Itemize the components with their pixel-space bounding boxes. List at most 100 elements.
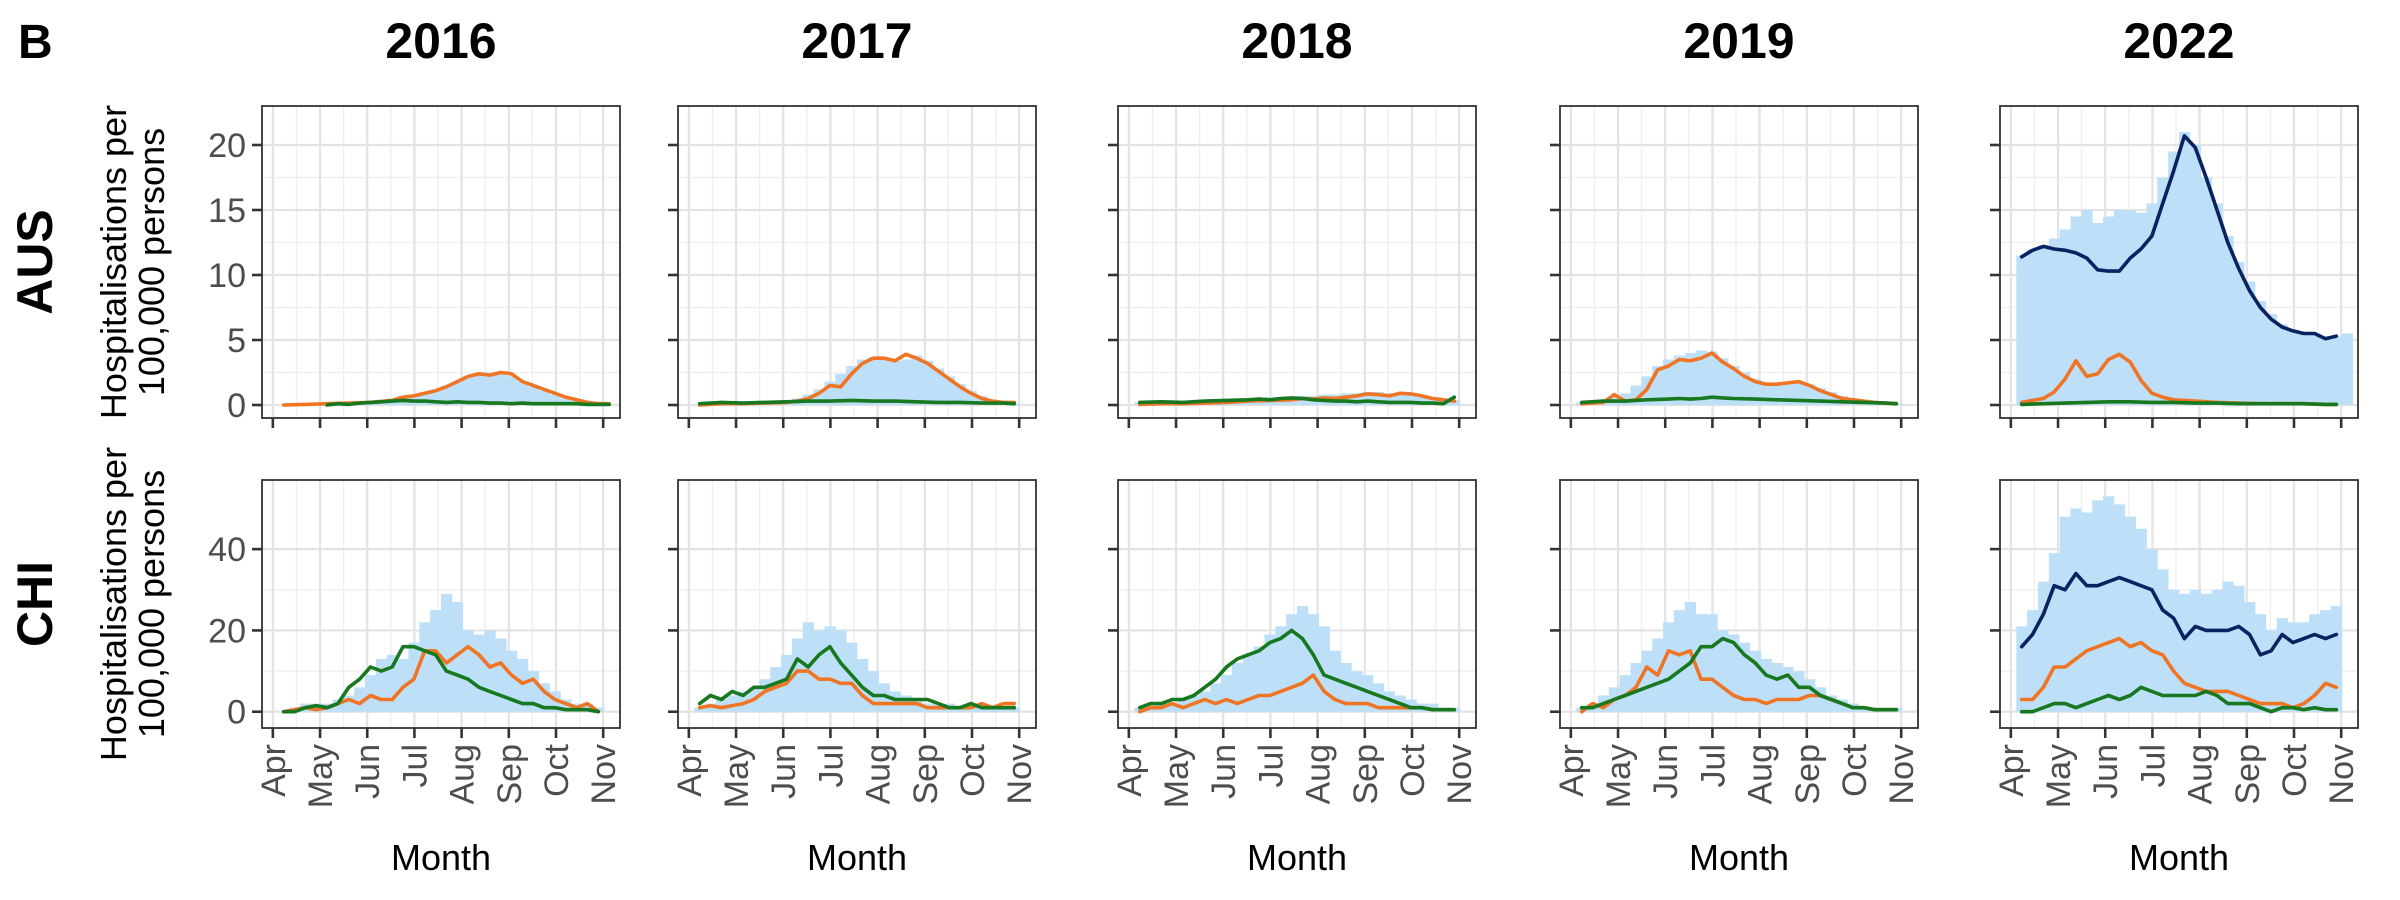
bar-total-hospitalisations bbox=[1351, 393, 1363, 405]
bar-total-hospitalisations bbox=[2016, 255, 2028, 405]
bar-total-hospitalisations bbox=[824, 626, 836, 712]
x-tick-label: Sep bbox=[907, 744, 945, 805]
y-axis-title-CHI-line1: Hospitalisations per bbox=[93, 447, 134, 761]
bar-total-hospitalisations bbox=[473, 634, 485, 712]
x-tick-label: Aug bbox=[2182, 744, 2220, 805]
bar-total-hospitalisations bbox=[2309, 614, 2321, 712]
bar-total-hospitalisations bbox=[2287, 622, 2299, 712]
bar-total-hospitalisations bbox=[1673, 610, 1686, 712]
bar-total-hospitalisations bbox=[1253, 646, 1265, 712]
x-tick-label: Apr bbox=[671, 744, 709, 797]
bar-total-hospitalisations bbox=[715, 699, 728, 712]
bar-total-hospitalisations bbox=[1340, 662, 1352, 712]
bar-total-hospitalisations bbox=[310, 703, 323, 712]
bar-total-hospitalisations bbox=[1242, 654, 1255, 712]
bar-total-hospitalisations bbox=[473, 373, 485, 405]
bar-total-hospitalisations bbox=[2298, 332, 2310, 405]
x-axis-title: Month bbox=[2129, 837, 2229, 878]
bar-total-hospitalisations bbox=[2309, 333, 2321, 405]
panel-AUS-2022 bbox=[1990, 105, 2359, 428]
bar-total-hospitalisations bbox=[1663, 359, 1675, 405]
bar-total-hospitalisations bbox=[2048, 553, 2061, 712]
panel-border bbox=[1117, 105, 1477, 419]
bar-total-hospitalisations bbox=[2330, 336, 2343, 405]
x-axis-title: Month bbox=[807, 837, 907, 878]
bar-total-hospitalisations bbox=[889, 360, 901, 405]
bar-total-hospitalisations bbox=[441, 385, 453, 405]
x-tick-label: Jun bbox=[765, 744, 803, 799]
bar-total-hospitalisations bbox=[1825, 392, 1838, 405]
series-line-orange bbox=[281, 644, 601, 714]
bar-total-hospitalisations bbox=[2211, 203, 2223, 405]
series-line-green bbox=[325, 398, 612, 407]
bar-total-hospitalisations bbox=[419, 392, 431, 405]
panel-border bbox=[1117, 479, 1477, 729]
bar-total-hospitalisations bbox=[2124, 210, 2137, 405]
bar-total-hospitalisations bbox=[495, 373, 507, 405]
column-strip-2016: 2016 bbox=[385, 13, 496, 69]
panel-border bbox=[261, 105, 621, 419]
figure-panel-label: B bbox=[18, 16, 53, 69]
bar-total-hospitalisations bbox=[987, 707, 999, 712]
bar-total-hospitalisations bbox=[976, 707, 988, 712]
bar-total-hospitalisations bbox=[1297, 395, 1309, 405]
bar-total-hospitalisations bbox=[560, 699, 572, 712]
x-tick-label: Nov bbox=[1441, 744, 1479, 804]
bar-total-hospitalisations bbox=[2092, 500, 2104, 712]
y-axis-title-AUS-line1: Hospitalisations per bbox=[93, 105, 134, 419]
panel-border bbox=[1559, 105, 1919, 419]
bar-total-hospitalisations bbox=[1427, 397, 1439, 405]
bar-total-hospitalisations bbox=[867, 671, 880, 712]
bar-total-hospitalisations bbox=[759, 679, 771, 712]
bar-total-hospitalisations bbox=[2287, 329, 2299, 405]
panel-CHI-2019: Apr May Jun Jul Aug Sep Oct Nov Month bbox=[1550, 479, 1921, 878]
bar-total-hospitalisations bbox=[2244, 281, 2256, 405]
bar-total-hospitalisations bbox=[1728, 366, 1740, 405]
bar-total-hospitalisations bbox=[1739, 372, 1751, 405]
bar-total-hospitalisations bbox=[1717, 630, 1729, 712]
x-tick-label: Apr bbox=[1993, 744, 2031, 797]
bar-total-hospitalisations bbox=[2059, 229, 2071, 405]
bar-total-hospitalisations bbox=[1286, 614, 1298, 712]
panel-border bbox=[1999, 105, 2359, 419]
bar-total-hospitalisations bbox=[2027, 249, 2039, 405]
y-axis-title-AUS-line2: 100,000 persons bbox=[131, 128, 172, 396]
bar-total-hospitalisations bbox=[2233, 262, 2245, 405]
bar-total-hospitalisations bbox=[1782, 382, 1794, 405]
bar-total-hospitalisations bbox=[998, 707, 1010, 712]
series-line-orange bbox=[1137, 391, 1457, 407]
y-tick-label: 15 bbox=[208, 192, 246, 230]
bar-total-hospitalisations bbox=[1652, 366, 1664, 405]
x-tick-label: Nov bbox=[2323, 744, 2361, 804]
y-axis-title-CHI-line2: 100,000 persons bbox=[131, 470, 172, 738]
bar-total-hospitalisations bbox=[2298, 622, 2310, 712]
bar-total-hospitalisations bbox=[1814, 388, 1827, 405]
bar-total-hospitalisations bbox=[365, 675, 377, 712]
y-tick-label: 20 bbox=[208, 612, 246, 650]
bar-total-hospitalisations bbox=[451, 381, 464, 405]
bar-total-hospitalisations bbox=[1394, 393, 1406, 405]
x-tick-label: Jun bbox=[2087, 744, 2125, 799]
bar-total-hospitalisations bbox=[1793, 671, 1805, 712]
bar-total-hospitalisations bbox=[943, 376, 956, 405]
bar-total-hospitalisations bbox=[1739, 642, 1751, 712]
bar-total-hospitalisations bbox=[2179, 132, 2191, 405]
bar-total-hospitalisations bbox=[2103, 216, 2115, 405]
row-strip-AUS: AUS bbox=[7, 209, 63, 315]
bar-total-hospitalisations bbox=[705, 703, 717, 712]
bar-total-hospitalisations bbox=[2168, 151, 2180, 405]
bar-total-hospitalisations bbox=[2341, 333, 2353, 405]
bar-total-hospitalisations bbox=[1177, 699, 1189, 712]
x-tick-label: Jun bbox=[349, 744, 387, 799]
bar-total-hospitalisations bbox=[2113, 210, 2126, 405]
bar-total-hospitalisations bbox=[857, 359, 869, 405]
x-tick-label: Apr bbox=[1553, 744, 1591, 797]
panel-CHI-2016: 0 20 40 Apr May Jun Jul Aug Sep Oct Nov Month bbox=[208, 479, 623, 878]
bar-total-hospitalisations bbox=[1199, 691, 1211, 712]
panel-AUS-2017 bbox=[668, 105, 1037, 428]
x-axis-title: Month bbox=[1689, 837, 1789, 878]
bar-total-hospitalisations bbox=[1641, 650, 1653, 712]
bar-total-hospitalisations bbox=[954, 384, 966, 405]
bar-total-hospitalisations bbox=[846, 366, 858, 405]
bar-total-hospitalisations bbox=[694, 707, 706, 712]
